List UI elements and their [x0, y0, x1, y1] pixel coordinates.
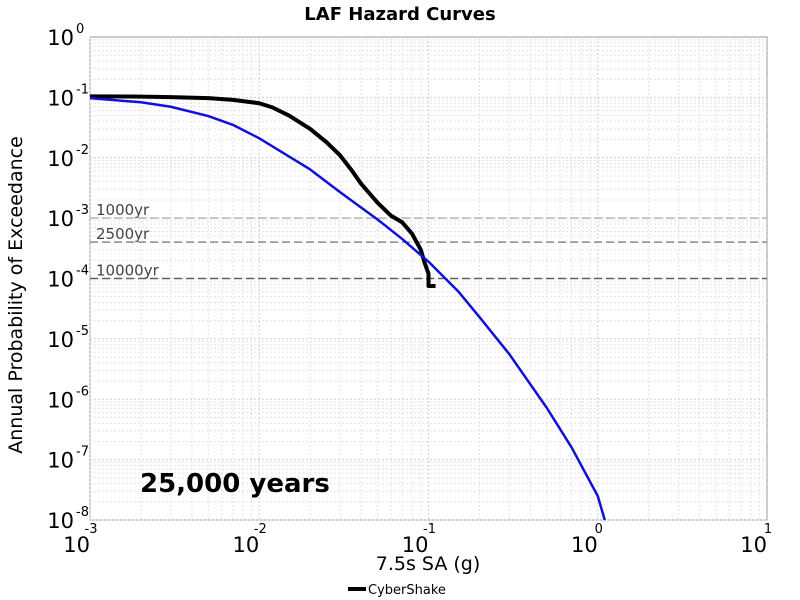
y-tick-label: 10 -8: [47, 505, 89, 533]
x-tick-base: 10: [402, 533, 429, 557]
y-tick-base: 10: [47, 328, 74, 352]
x-tick-exponent: -3: [85, 522, 98, 537]
x-tick-base: 10: [233, 533, 260, 557]
y-tick-base: 10: [47, 509, 74, 533]
y-tick-exponent: 0: [76, 22, 84, 37]
x-tick-base: 10: [740, 533, 767, 557]
y-axis-label: Annual Probability of Exceedance: [5, 136, 27, 454]
reference-label-10000yr: 10000yr: [96, 262, 160, 280]
x-axis-label: 7.5s SA (g): [376, 553, 481, 575]
x-tick-label: 101: [740, 522, 772, 557]
x-tick-label: 100: [571, 522, 603, 557]
annotation-text: 25,000 years: [140, 469, 330, 499]
y-tick-exponent: -6: [76, 384, 89, 399]
chart-title: LAF Hazard Curves: [304, 4, 495, 25]
y-tick-base: 10: [47, 388, 74, 412]
y-tick-base: 10: [47, 26, 74, 50]
y-tick-exponent: -5: [76, 324, 89, 339]
y-tick-label: 10 -2: [47, 143, 89, 171]
y-tick-label: 10 -5: [47, 324, 89, 352]
y-tick-base: 10: [47, 147, 74, 171]
y-tick-exponent: -1: [76, 82, 89, 97]
y-tick-label: 10 -7: [47, 445, 89, 473]
x-tick-exponent: 1: [764, 522, 772, 537]
y-tick-label: 10 0: [47, 22, 84, 50]
series-lines: [89, 94, 606, 521]
y-tick-exponent: -3: [76, 203, 89, 218]
y-tick-label: 10 -6: [47, 384, 89, 412]
legend-label-cybershake: CyberShake: [368, 583, 446, 598]
y-tick-base: 10: [47, 268, 74, 292]
reference-lines: 1000yr 2500yr 10000yr: [90, 201, 767, 280]
y-tick-label: 10 -4: [47, 264, 89, 292]
x-tick-exponent: -1: [423, 522, 436, 537]
x-tick-label: 10-3: [63, 522, 97, 557]
x-tick-base: 10: [63, 533, 90, 557]
y-tick-base: 10: [47, 449, 74, 473]
x-tick-base: 10: [571, 533, 598, 557]
legend: CyberShake: [348, 583, 446, 598]
reference-label-1000yr: 1000yr: [96, 201, 150, 219]
y-tick-exponent: -8: [76, 505, 89, 520]
y-tick-label: 10 -1: [47, 82, 89, 110]
y-tick-exponent: -2: [76, 143, 89, 158]
reference-label-2500yr: 2500yr: [96, 225, 150, 243]
y-tick-base: 10: [47, 207, 74, 231]
x-tick-exponent: -2: [254, 522, 267, 537]
x-tick-exponent: 0: [595, 522, 603, 537]
y-tick-base: 10: [47, 86, 74, 110]
x-tick-label: 10-2: [233, 522, 267, 557]
y-tick-exponent: -4: [76, 264, 89, 279]
x-tick-label: 10-1: [402, 522, 436, 557]
series-line-curve-2: [89, 96, 606, 521]
y-tick-label: 10 -3: [47, 203, 89, 231]
y-tick-exponent: -7: [76, 445, 89, 460]
